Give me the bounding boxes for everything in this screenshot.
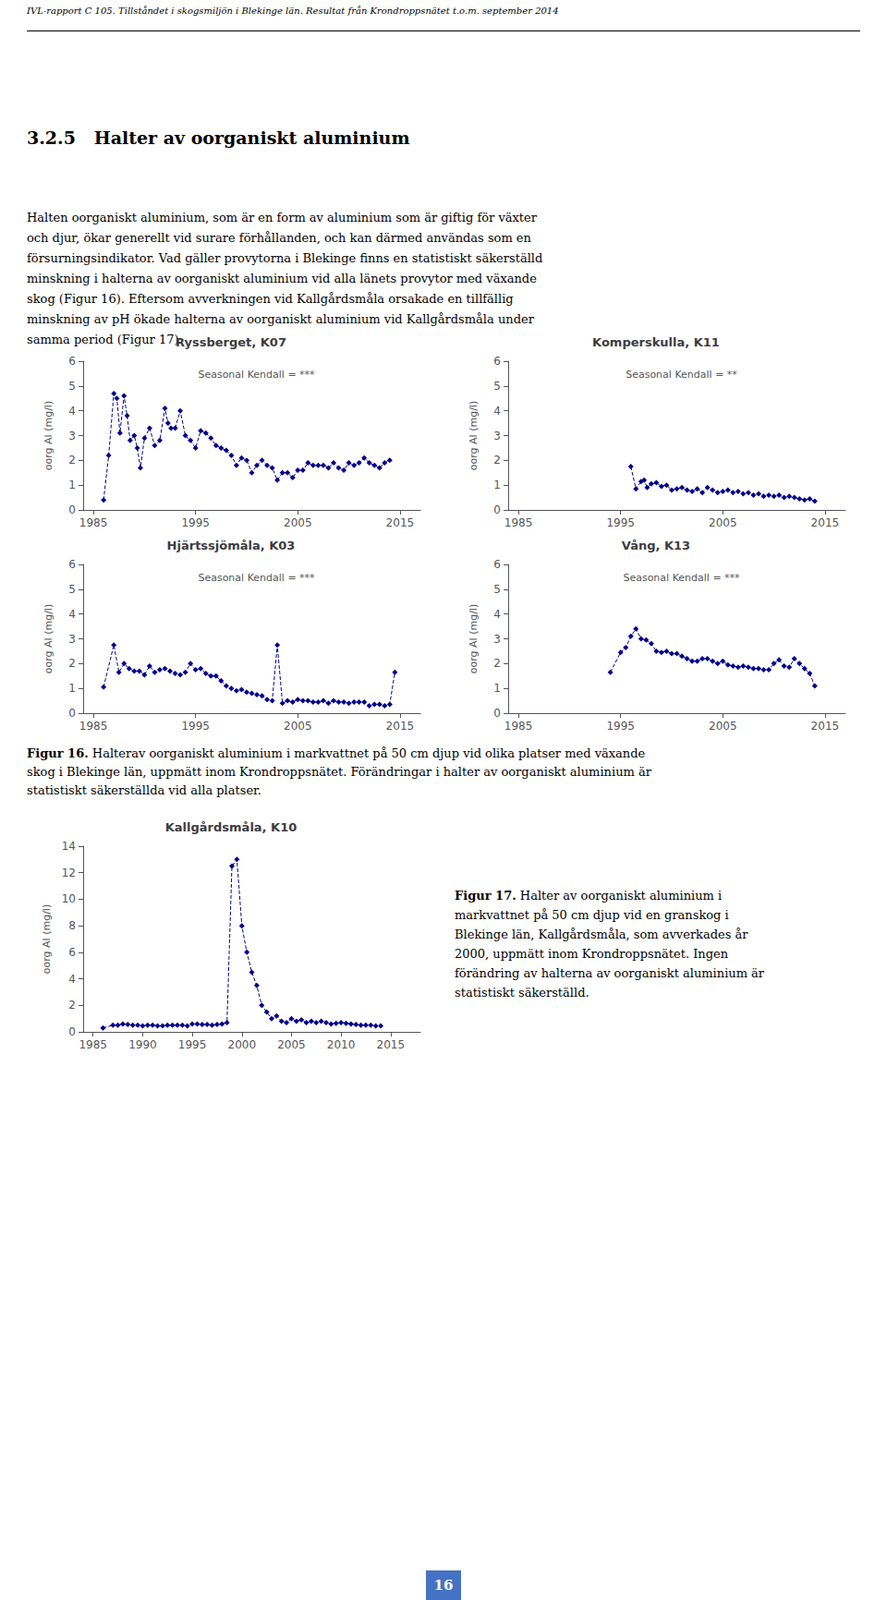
svg-text:3: 3 [493, 429, 501, 443]
svg-text:2015: 2015 [386, 516, 415, 530]
html-text:statistiskt säkerställd.: statistiskt säkerställd. [454, 985, 590, 1000]
svg-text:Seasonal Kendall = ***: Seasonal Kendall = *** [622, 571, 741, 584]
svg-text:4: 4 [493, 607, 501, 621]
svg-text:10: 10 [61, 892, 76, 906]
svg-text:2015: 2015 [376, 1038, 406, 1052]
svg-text:6: 6 [68, 946, 76, 960]
svg-text:3: 3 [493, 632, 501, 646]
svg-text:0: 0 [68, 706, 76, 720]
svg-text:8: 8 [68, 919, 76, 933]
svg-text:2: 2 [68, 453, 76, 467]
svg-text:1985: 1985 [504, 516, 534, 530]
html-text:skog (Figur 16). Eftersom avve: skog (Figur 16). Eftersom avverkningen v… [26, 291, 514, 306]
svg-text:1985: 1985 [79, 719, 109, 733]
html-text:och djur, ökar generellt vid s: och djur, ökar generellt vid surare förh… [26, 230, 532, 245]
html-text:förändring av halterna av oorg: förändring av halterna av oorganiskt alu… [454, 966, 765, 981]
svg-text:12: 12 [61, 866, 76, 880]
svg-text:3: 3 [68, 632, 76, 646]
svg-text:5: 5 [68, 583, 76, 596]
svg-text:Komperskulla, K11: Komperskulla, K11 [592, 335, 720, 350]
svg-text:2: 2 [68, 656, 76, 670]
svg-text:1985: 1985 [504, 719, 534, 733]
svg-text:2005: 2005 [283, 516, 313, 530]
svg-text:2005: 2005 [283, 719, 313, 733]
html-text:3.2.5 Halter av oorganiskt alu: 3.2.5 Halter av oorganiskt aluminium [26, 127, 410, 148]
svg-text:2015: 2015 [386, 719, 415, 733]
svg-text:6: 6 [68, 558, 76, 572]
svg-text:0: 0 [493, 706, 501, 720]
svg-text:0: 0 [68, 1025, 76, 1039]
svg-text:2015: 2015 [811, 719, 840, 733]
svg-text:1995: 1995 [178, 1038, 207, 1052]
svg-text:5: 5 [493, 583, 501, 596]
html-text:16: 16 [433, 1577, 454, 1594]
svg-text:2005: 2005 [708, 516, 738, 530]
html-text:Halten oorganiskt aluminium, s: Halten oorganiskt aluminium, som är en f… [26, 210, 537, 225]
svg-text:0: 0 [68, 503, 76, 517]
svg-text:3: 3 [68, 429, 76, 443]
svg-text:1: 1 [68, 478, 76, 492]
html-text:Blekinge län, Kallgårdsmåla, s: Blekinge län, Kallgårdsmåla, som avverka… [454, 927, 748, 942]
html-text:skog i Blekinge län, uppmätt i: skog i Blekinge län, uppmätt inom Krondr… [26, 765, 652, 779]
svg-text:Seasonal Kendall = ***: Seasonal Kendall = *** [197, 368, 316, 381]
html-text:samma period (Figur 17).: samma period (Figur 17). [26, 332, 183, 347]
svg-text:14: 14 [61, 839, 76, 853]
svg-text:5: 5 [68, 379, 76, 393]
svg-text:2005: 2005 [708, 719, 738, 733]
svg-text:4: 4 [68, 607, 76, 621]
svg-text:oorg Al (mg/l): oorg Al (mg/l) [467, 400, 480, 471]
svg-text:1: 1 [493, 478, 501, 492]
svg-text:0: 0 [493, 503, 501, 517]
svg-text:Kallgårdsmåla, K10: Kallgårdsmåla, K10 [165, 820, 297, 835]
html-text:Figur 17. Halter av oorganiskt: Figur 17. Halter av oorganiskt aluminium… [454, 888, 722, 903]
svg-text:1: 1 [493, 681, 501, 695]
svg-text:4: 4 [68, 404, 76, 418]
html-text:IVL-rapport C 105. Tillståndet: IVL-rapport C 105. Tillståndet i skogsmi… [26, 5, 559, 16]
svg-text:oorg Al (mg/l): oorg Al (mg/l) [40, 904, 53, 974]
svg-text:6: 6 [493, 558, 501, 572]
svg-text:1990: 1990 [128, 1038, 158, 1052]
html-text:minskning av pH ökade halterna: minskning av pH ökade halterna av oorgan… [26, 312, 534, 327]
svg-text:Seasonal Kendall = ***: Seasonal Kendall = *** [197, 571, 316, 584]
svg-text:oorg Al (mg/l): oorg Al (mg/l) [467, 604, 480, 674]
svg-text:2015: 2015 [811, 516, 840, 530]
svg-text:1995: 1995 [181, 719, 210, 733]
svg-text:2000: 2000 [227, 1038, 256, 1052]
html-text:statistiskt säkerställda vid a: statistiskt säkerställda vid alla platse… [26, 783, 262, 798]
svg-text:4: 4 [68, 972, 76, 986]
svg-text:1995: 1995 [606, 516, 635, 530]
svg-text:6: 6 [68, 354, 76, 368]
svg-text:1: 1 [68, 681, 76, 695]
svg-text:4: 4 [493, 404, 501, 418]
svg-text:2: 2 [493, 453, 501, 467]
svg-text:5: 5 [493, 379, 501, 393]
svg-text:1985: 1985 [79, 516, 109, 530]
svg-text:Seasonal Kendall = **: Seasonal Kendall = ** [625, 368, 738, 381]
html-text:minskning i halterna av oorgan: minskning i halterna av oorganiskt alumi… [26, 271, 537, 286]
html-text:försurningsindikator. Vad gäll: försurningsindikator. Vad gäller provyto… [26, 251, 543, 266]
svg-text:oorg Al (mg/l): oorg Al (mg/l) [42, 400, 55, 471]
svg-text:Hjärtssjömåla, K03: Hjärtssjömåla, K03 [167, 538, 296, 553]
svg-text:2005: 2005 [277, 1038, 306, 1052]
svg-text:2010: 2010 [327, 1038, 356, 1052]
svg-text:oorg Al (mg/l): oorg Al (mg/l) [42, 604, 55, 674]
svg-text:Vång, K13: Vång, K13 [621, 538, 691, 553]
html-text:2000, uppmätt inom Krondroppsn: 2000, uppmätt inom Krondroppsnätet. Inge… [454, 947, 729, 961]
html-text:Figur 16. Halterav oorganiskt: Figur 16. Halterav oorganiskt aluminium … [26, 746, 646, 761]
svg-text:Ryssberget, K07: Ryssberget, K07 [175, 335, 287, 350]
svg-text:1995: 1995 [606, 719, 635, 733]
html-text:markvattnet på 50 cm djup vid: markvattnet på 50 cm djup vid en gransko… [454, 908, 729, 923]
svg-text:1985: 1985 [78, 1038, 108, 1052]
svg-text:2: 2 [68, 998, 76, 1012]
svg-text:6: 6 [493, 354, 501, 368]
svg-text:2: 2 [493, 656, 501, 670]
svg-text:1995: 1995 [181, 516, 210, 530]
